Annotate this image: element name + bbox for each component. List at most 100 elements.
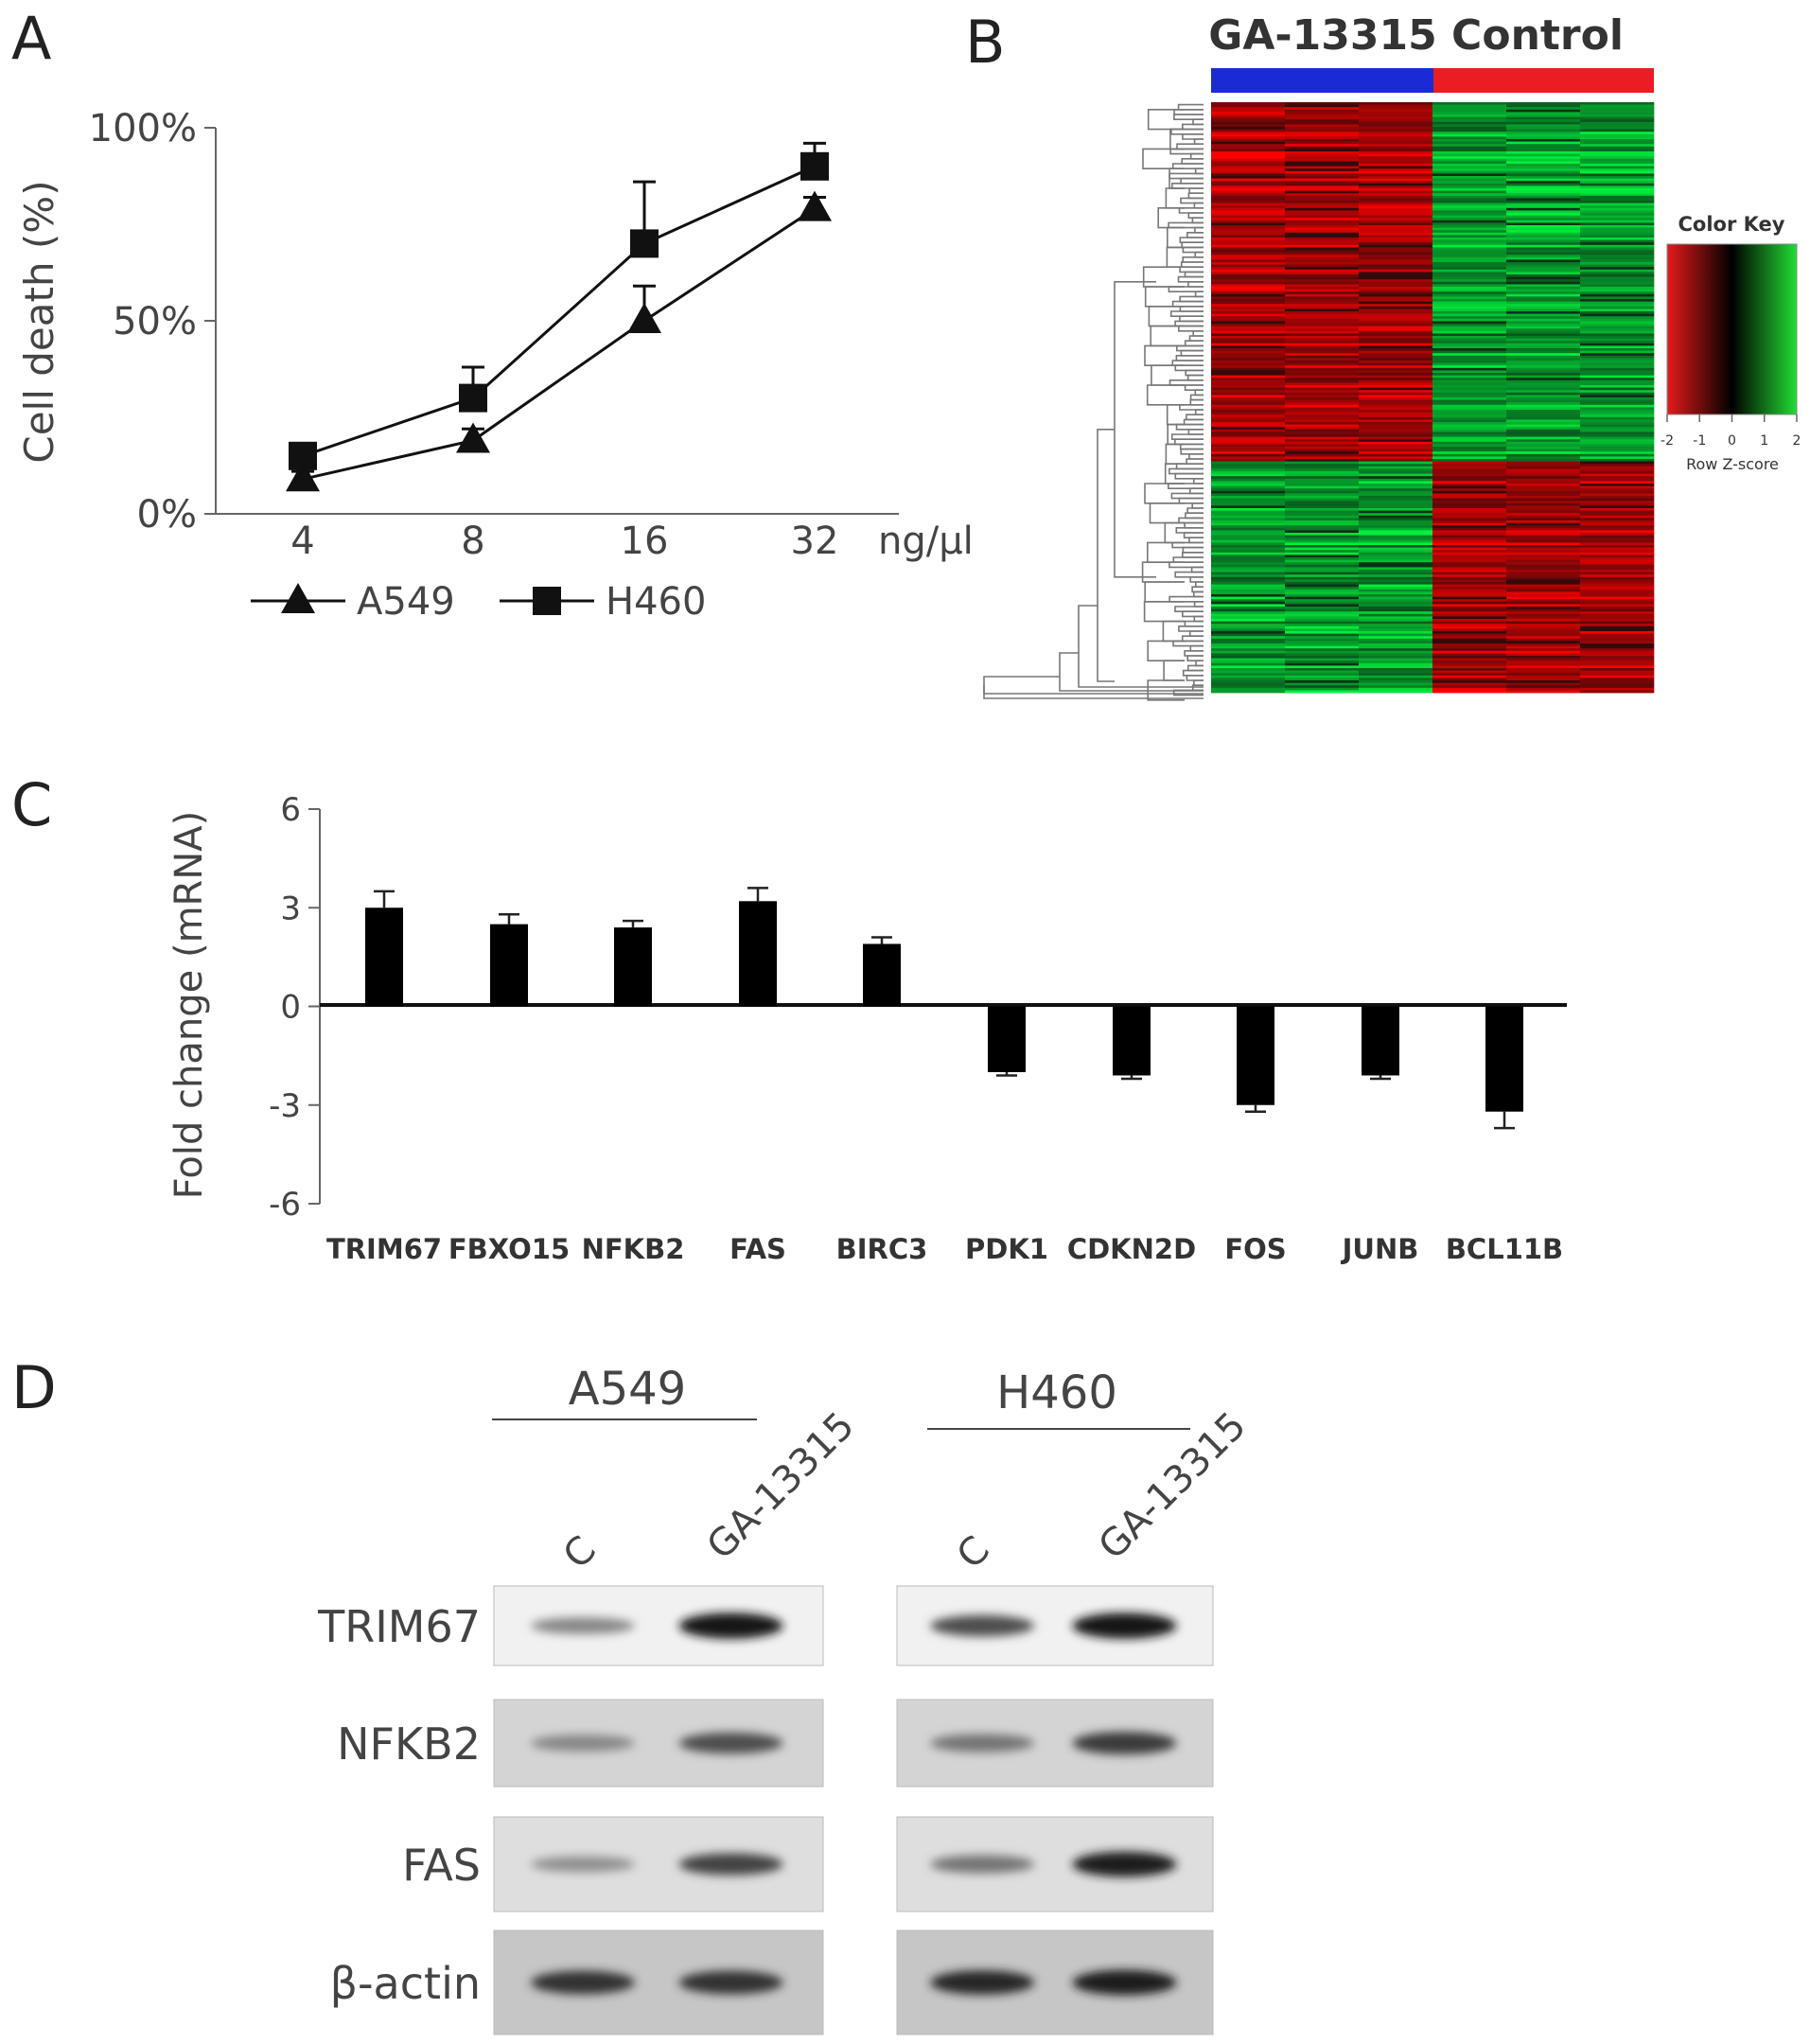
heatmap-cell [1285,468,1360,472]
heatmap-cell [1211,508,1286,511]
heatmap-cell [1506,552,1581,555]
heatmap-cell [1432,564,1507,568]
heatmap-cell [1211,522,1286,526]
heatmap-cell [1285,508,1360,511]
heatmap-cell [1211,139,1286,142]
heatmap-cell [1580,447,1655,449]
heatmap-cell [1506,645,1581,649]
heatmap-cell [1506,112,1581,115]
heatmap-cell [1432,432,1507,435]
heatmap-cell [1506,594,1581,597]
heatmap-cell [1432,419,1507,423]
heatmap-cell [1432,252,1507,256]
heatmap-cell [1285,613,1360,617]
heatmap-cell [1211,164,1286,167]
heatmap-cell [1580,353,1655,357]
heatmap-cell [1580,616,1655,620]
heatmap-cell [1285,107,1360,111]
heatmap-cell [1580,661,1655,664]
heatmap-cell [1506,358,1581,361]
heatmap-cell [1506,119,1581,123]
heatmap-cell [1285,633,1360,637]
heatmap-cell [1285,404,1360,408]
heatmap-cell [1285,562,1360,566]
heatmap-cell [1359,267,1433,271]
heatmap-cell [1211,513,1286,517]
heatmap-cell [1359,274,1433,277]
heatmap-cell [1506,473,1581,477]
heatmap-cell [1359,375,1433,379]
heatmap-cell [1359,441,1433,445]
heatmap-cell [1432,203,1507,206]
heatmap-cell [1359,119,1433,123]
heatmap-cell [1432,515,1507,519]
heatmap-cell [1506,601,1581,605]
legend-a: A549 H460 [251,580,706,624]
heatmap-cell [1580,385,1655,388]
heatmap-cell [1359,661,1433,664]
heatmap-cell [1506,343,1581,346]
heatmap-cell [1285,373,1360,376]
heatmap-cell [1285,116,1360,120]
heatmap-cell [1432,530,1507,534]
heatmap-cell [1285,190,1360,194]
heatmap-cell [1580,636,1655,640]
heatmap-cell [1359,582,1433,585]
heatmap-cell [1359,493,1433,497]
heatmap-cell [1359,183,1433,186]
heatmap-cell [1432,670,1507,674]
heatmap-cell [1580,656,1655,659]
heatmap-cell [1211,365,1286,369]
heatmap-cell [1211,530,1286,534]
heatmap-cell [1285,530,1360,534]
heatmap-cell [1211,542,1286,546]
heatmap-cell [1580,181,1655,185]
heatmap-cell [1432,525,1507,529]
heatmap-cell [1432,624,1507,627]
heatmap-cell [1580,441,1655,445]
heatmap-cell [1506,336,1581,339]
heatmap-cell [1580,562,1655,566]
heatmap-cell [1211,665,1286,669]
heatmap-cell [1359,343,1433,346]
heatmap-cell [1580,306,1655,309]
heatmap-cell [1359,424,1433,428]
heatmap-cell [1432,490,1507,494]
heatmap-cell [1285,185,1360,189]
heatmap-cell [1285,242,1360,246]
heatmap-cell [1211,361,1286,363]
heatmap-cell [1211,190,1286,194]
heatmap-cell [1359,607,1433,609]
heatmap-cell [1432,136,1507,140]
heatmap-cell [1285,210,1360,214]
heatmap-cell [1432,502,1507,506]
dendrogram-branch [983,685,1204,699]
heatmap-cell [1359,235,1433,238]
heatmap-cell [1359,653,1433,657]
heatmap-cell [1211,515,1286,519]
heatmap-cell [1506,181,1581,185]
heatmap-cell [1580,619,1655,622]
heatmap-cell [1285,419,1360,423]
heatmap-cell [1359,488,1433,492]
heatmap-cell [1359,434,1433,437]
heatmap-cell [1432,306,1507,309]
heatmap-cell [1506,468,1581,472]
heatmap-cell [1506,599,1581,603]
heatmap-cell [1506,608,1581,612]
heatmap-cell [1211,112,1286,115]
heatmap-cell [1359,146,1433,150]
heatmap-cell [1432,358,1507,361]
heatmap-cell [1580,397,1655,400]
heatmap-cell [1359,181,1433,185]
heatmap-cell [1211,252,1286,256]
heatmap-cell [1432,379,1507,383]
heatmap-cell [1285,485,1360,489]
heatmap-cell [1432,471,1507,474]
heatmap-cell [1211,461,1286,465]
heatmap-cell [1580,589,1655,592]
group-bar-ga13315 [1211,68,1433,93]
heatmap-cell [1580,387,1655,391]
heatmap-cell [1580,336,1655,339]
heatmap-cell [1506,530,1581,534]
